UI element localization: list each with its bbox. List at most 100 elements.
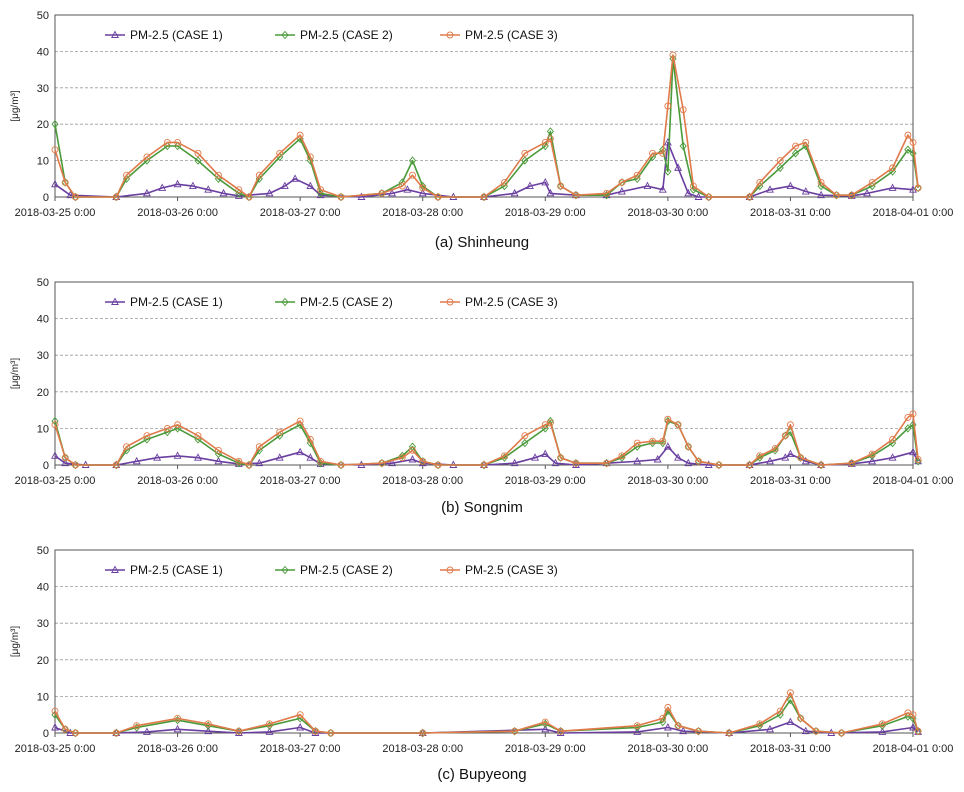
- data-point: [674, 421, 682, 429]
- y-tick-label: 20: [37, 387, 49, 399]
- data-point: [746, 193, 754, 201]
- data-point: [204, 720, 212, 728]
- series-line: [54, 445, 919, 466]
- data-point: [756, 452, 764, 460]
- data-point: [61, 458, 70, 467]
- data-point: [265, 188, 274, 197]
- data-point: [797, 454, 805, 462]
- data-point: [674, 163, 683, 171]
- chart-panel-3: 0 10 20 30 40 50 2018-03-25 0:00 2018-03-26 0:0…: [10, 545, 953, 783]
- data-point: [909, 410, 917, 418]
- legend-item: PM-2.5 (CASE 2): [275, 563, 393, 577]
- data-point: [792, 142, 799, 150]
- data-point: [511, 727, 519, 735]
- data-point: [551, 458, 560, 467]
- data-point: [603, 459, 611, 467]
- data-point: [781, 431, 789, 440]
- data-point: [296, 711, 304, 719]
- series-2: [51, 54, 922, 202]
- data-point: [194, 432, 202, 440]
- data-point: [679, 726, 688, 735]
- data-point: [51, 179, 59, 188]
- data-point: [123, 171, 130, 179]
- data-point: [510, 188, 519, 197]
- data-point: [914, 456, 922, 463]
- data-point: [756, 178, 764, 186]
- data-point: [633, 727, 642, 735]
- data-point: [557, 453, 565, 462]
- legend-item: PM-2.5 (CASE 3): [440, 28, 558, 42]
- data-point: [194, 156, 202, 165]
- data-point: [398, 182, 406, 190]
- data-point: [61, 725, 69, 733]
- data-point: [51, 723, 59, 731]
- x-tick-label: 2018-04-01 0:00: [873, 475, 954, 487]
- data-point: [296, 131, 304, 139]
- data-point: [663, 723, 672, 731]
- data-point: [112, 460, 120, 470]
- data-point: [817, 461, 825, 469]
- data-point: [296, 447, 305, 456]
- data-point: [235, 457, 243, 465]
- y-tick-label: 10: [37, 691, 49, 703]
- data-point: [878, 727, 887, 735]
- legend-label: PM-2.5 (CASE 1): [130, 563, 223, 577]
- data-point: [786, 421, 794, 429]
- plot-area: [54, 549, 914, 734]
- data-point: [909, 149, 917, 158]
- data-point: [235, 727, 243, 735]
- data-point: [409, 171, 416, 179]
- data-point: [51, 707, 59, 715]
- data-point: [546, 127, 554, 136]
- data-point: [419, 457, 427, 465]
- data-point: [403, 185, 412, 193]
- legend: PM-2.5 (CASE 1) PM-2.5 (CASE 2) PM-2.5 (CA…: [105, 28, 558, 42]
- x-tick-label: 2018-03-31 0:00: [750, 207, 831, 219]
- data-point: [848, 191, 856, 199]
- x-tick-label: 2018-03-31 0:00: [750, 475, 831, 487]
- data-point: [61, 454, 69, 462]
- legend-label: PM-2.5 (CASE 3): [465, 563, 558, 577]
- data-point: [684, 458, 693, 467]
- data-point: [659, 437, 667, 445]
- legend-label: PM-2.5 (CASE 1): [130, 295, 223, 309]
- data-point: [388, 188, 397, 197]
- data-point: [643, 181, 652, 190]
- data-point: [695, 457, 702, 465]
- data-point: [541, 138, 549, 146]
- data-point: [112, 193, 120, 201]
- data-point: [776, 163, 784, 173]
- data-point: [914, 456, 923, 465]
- data-point: [909, 711, 917, 719]
- data-point: [617, 187, 626, 195]
- x-tick-label: 2018-03-25 0:00: [15, 475, 96, 487]
- legend-item: PM-2.5 (CASE 2): [275, 295, 393, 309]
- data-point: [408, 455, 417, 463]
- data-point: [521, 156, 529, 165]
- legend-label: PM-2.5 (CASE 3): [465, 28, 558, 42]
- data-point: [296, 723, 305, 731]
- data-point: [557, 727, 565, 735]
- x-tick-label: 2018-03-28 0:00: [382, 207, 463, 219]
- data-point: [684, 188, 693, 197]
- data-point: [694, 457, 703, 466]
- data-point: [546, 135, 554, 143]
- legend-marker: [281, 565, 289, 575]
- y-axis-label: [μg/m³]: [10, 358, 21, 390]
- data-point: [771, 445, 779, 452]
- data-point: [684, 443, 692, 451]
- data-point: [664, 102, 672, 110]
- data-point: [500, 452, 508, 460]
- data-point: [704, 460, 713, 468]
- data-point: [904, 131, 912, 139]
- data-point: [214, 456, 223, 465]
- data-point: [786, 449, 795, 457]
- data-point: [214, 446, 222, 454]
- data-point: [766, 724, 774, 733]
- data-point: [204, 185, 213, 193]
- data-point: [235, 186, 243, 194]
- data-point: [679, 106, 687, 114]
- data-point: [174, 714, 182, 722]
- data-point: [61, 725, 69, 734]
